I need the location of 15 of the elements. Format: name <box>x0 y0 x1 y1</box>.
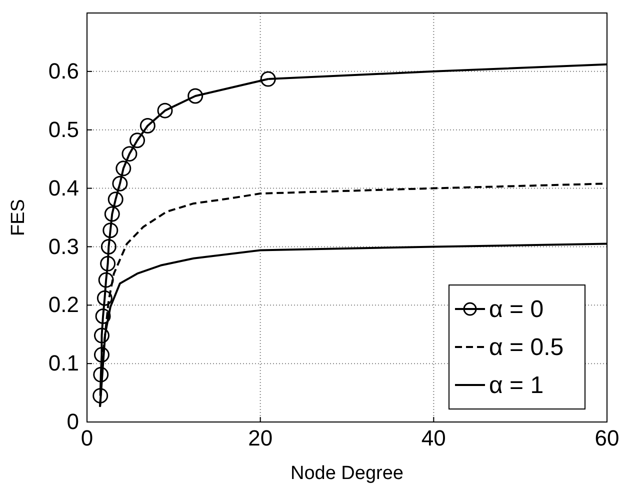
y-tick-label: 0.2 <box>48 292 79 318</box>
x-tick-label: 60 <box>594 426 620 451</box>
y-tick-label: 0.4 <box>48 175 79 200</box>
y-tick-label: 0.5 <box>48 116 79 142</box>
y-axis-title: FES <box>8 199 29 236</box>
x-tick-label: 40 <box>421 426 446 451</box>
legend-label: α = 1 <box>489 372 544 399</box>
legend-label: α = 0 <box>489 296 544 323</box>
x-axis-title: Node Degree <box>290 463 404 484</box>
x-tick-label: 20 <box>248 426 273 451</box>
y-tick-label: 0.6 <box>48 58 79 84</box>
y-tick-label: 0.1 <box>48 350 79 376</box>
y-tick-label: 0.3 <box>48 234 79 259</box>
y-tick-label: 0 <box>66 409 79 434</box>
legend-label: α = 0.5 <box>489 334 564 361</box>
